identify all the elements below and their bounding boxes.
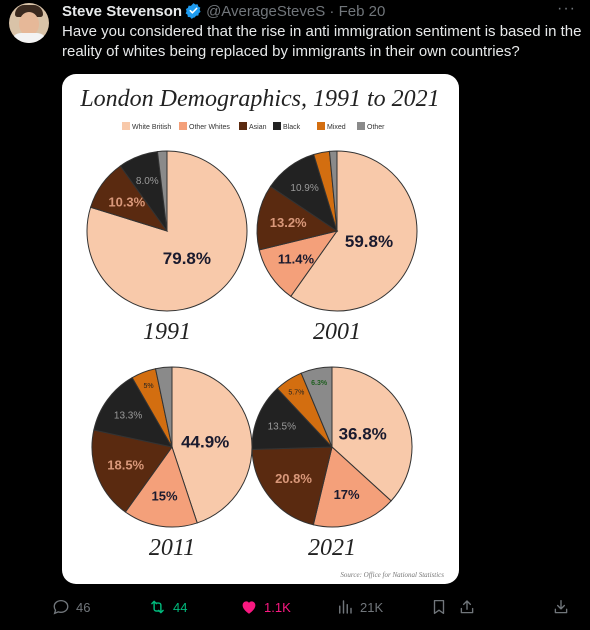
- tweet-actions: 46 44 1.1K 21K: [52, 596, 582, 618]
- pie-slice-2011-asian: [91, 429, 173, 513]
- data-label-2001-asian: 13.2%: [270, 215, 307, 230]
- reply-icon: [53, 599, 69, 615]
- download-icon: [554, 599, 568, 614]
- pie-slice-2021-asian: [251, 446, 333, 526]
- data-label-2021-asian: 20.8%: [275, 471, 312, 486]
- heart-icon: [242, 601, 256, 614]
- pie-slice-1991-other: [156, 150, 168, 232]
- pie-slice-2011-white-british: [171, 366, 253, 524]
- data-label-1991-black: 8.0%: [136, 176, 159, 187]
- share-button[interactable]: [458, 596, 476, 618]
- pie-slice-2021-other: [300, 366, 333, 448]
- legend-label-white-british: White British: [132, 124, 171, 131]
- views-button[interactable]: 21K: [336, 596, 383, 618]
- year-label-2001: 2001: [313, 319, 361, 345]
- tweet-media-image[interactable]: London Demographics, 1991 to 2021 White …: [62, 74, 459, 584]
- data-label-2021-white-british: 36.8%: [339, 424, 387, 443]
- avatar-shirt: [11, 33, 47, 43]
- year-label-2021: 2021: [308, 535, 356, 561]
- share-icon: [460, 600, 474, 614]
- download-button[interactable]: [552, 596, 570, 618]
- data-label-2021-other: 6.3%: [311, 380, 328, 387]
- data-label-2021-other-whites: 17%: [334, 487, 360, 502]
- pie-1991: 79.8% 10.3% 8.0% 1991: [86, 150, 248, 345]
- tweet-header: Steve Stevenson @AverageSteveS · Feb 20: [62, 2, 385, 20]
- reply-button[interactable]: 46: [52, 596, 90, 618]
- pie-slice-2001-other: [328, 150, 338, 232]
- legend-label-other: Other: [367, 124, 385, 131]
- pie-charts: 79.8% 10.3% 8.0% 1991 59.8% 11.4% 13.2% 10.9% 20…: [86, 150, 418, 561]
- legend-swatch-mixed: [317, 122, 325, 130]
- header-separator: ·: [329, 3, 335, 20]
- legend-label-other-whites: Other Whites: [189, 124, 230, 131]
- data-label-2011-asian: 18.5%: [107, 457, 144, 472]
- data-label-2001-other-whites: 11.4%: [278, 251, 315, 266]
- pie-slice-2021-white-british: [331, 366, 413, 502]
- legend-label-asian: Asian: [249, 124, 267, 131]
- more-options-icon[interactable]: ···: [557, 0, 576, 17]
- legend-swatch-white-british: [122, 122, 130, 130]
- data-label-2021-black: 13.5%: [268, 422, 296, 433]
- legend-swatch-other: [357, 122, 365, 130]
- pie-slice-2011-black: [93, 376, 173, 448]
- views-bar-chart-icon: [339, 600, 352, 614]
- year-label-2011: 2011: [149, 535, 195, 561]
- pie-2001: 59.8% 11.4% 13.2% 10.9% 2001: [256, 150, 418, 345]
- reply-count: 46: [76, 599, 91, 615]
- pie-2011: 44.9% 15% 18.5% 13.3% 5% 2011: [91, 366, 253, 561]
- retweet-count: 44: [173, 599, 188, 615]
- data-label-2011-black: 13.3%: [114, 410, 142, 421]
- retweet-icon: [151, 600, 164, 614]
- like-button[interactable]: 1.1K: [240, 596, 291, 618]
- tweet-text: Have you considered that the rise in ant…: [62, 23, 582, 60]
- bookmark-button[interactable]: [430, 596, 448, 618]
- legend-label-mixed: Mixed: [327, 124, 346, 131]
- pie-slice-2021-other-whites: [312, 446, 392, 528]
- pie-slice-2011-other: [154, 366, 173, 448]
- data-label-2001-black: 10.9%: [290, 183, 318, 194]
- pie-slice-2001-white-british: [290, 150, 418, 312]
- like-count: 1.1K: [264, 599, 291, 615]
- year-label-1991: 1991: [143, 319, 191, 345]
- data-label-2021-mixed: 5.7%: [288, 389, 304, 396]
- data-label-2011-other-whites: 15%: [151, 489, 177, 504]
- avatar[interactable]: [9, 3, 49, 43]
- legend-label-black: Black: [283, 124, 301, 131]
- author-handle[interactable]: @AverageSteveS: [206, 3, 326, 20]
- legend-swatch-black: [273, 122, 281, 130]
- data-label-2011-white-british: 44.9%: [181, 433, 229, 452]
- chart-legend: White British Other Whites Asian Black Mixed…: [122, 122, 385, 131]
- verified-badge-icon[interactable]: [185, 2, 202, 24]
- data-label-1991-asian: 10.3%: [108, 195, 145, 210]
- pie-slice-2011-other-whites: [124, 445, 198, 528]
- author-name[interactable]: Steve Stevenson: [62, 3, 183, 20]
- data-label-2011-mixed: 5%: [144, 383, 154, 390]
- pie-2021: 36.8% 17% 20.8% 13.5% 5.7% 6.3% 2021: [251, 366, 413, 561]
- pie-slice-2021-black: [251, 387, 334, 450]
- legend-swatch-asian: [239, 122, 247, 130]
- retweet-button[interactable]: 44: [148, 596, 187, 618]
- bookmark-icon: [433, 599, 445, 615]
- tweet-date[interactable]: Feb 20: [338, 3, 386, 20]
- data-label-1991-white-british: 79.8%: [163, 249, 211, 268]
- legend-swatch-other-whites: [179, 122, 187, 130]
- chart-source: Source: Office for National Statistics: [340, 571, 444, 579]
- avatar-face: [19, 12, 39, 36]
- chart-title: London Demographics, 1991 to 2021: [79, 86, 439, 112]
- views-count: 21K: [360, 599, 384, 615]
- demographics-chart: London Demographics, 1991 to 2021 White …: [79, 86, 444, 579]
- data-label-2001-white-british: 59.8%: [345, 232, 393, 251]
- pie-slice-2001-asian: [256, 185, 339, 251]
